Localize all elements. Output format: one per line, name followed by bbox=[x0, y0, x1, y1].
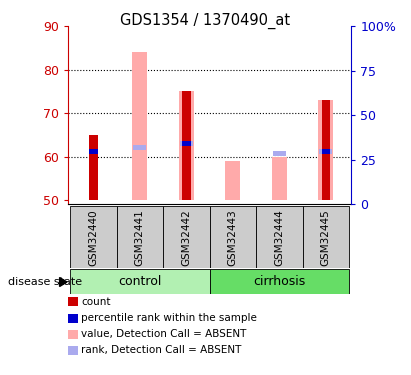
Bar bbox=[182, 92, 191, 200]
Bar bbox=[256, 206, 302, 268]
Bar bbox=[225, 161, 240, 200]
Text: GSM32440: GSM32440 bbox=[88, 209, 98, 266]
Bar bbox=[210, 269, 349, 294]
Bar bbox=[322, 149, 330, 154]
Bar bbox=[89, 149, 97, 154]
Bar bbox=[89, 135, 97, 200]
Bar bbox=[322, 100, 330, 200]
Bar bbox=[319, 149, 332, 154]
Text: GSM32442: GSM32442 bbox=[181, 209, 192, 266]
Text: GSM32441: GSM32441 bbox=[135, 209, 145, 266]
Bar bbox=[273, 150, 286, 156]
Text: GSM32445: GSM32445 bbox=[321, 209, 331, 266]
Bar bbox=[163, 206, 210, 268]
Bar bbox=[302, 206, 349, 268]
Bar bbox=[272, 157, 287, 200]
Polygon shape bbox=[60, 278, 67, 286]
Text: GSM32444: GSM32444 bbox=[275, 209, 284, 266]
Bar bbox=[182, 141, 191, 146]
Text: count: count bbox=[81, 297, 111, 307]
Text: control: control bbox=[118, 275, 162, 288]
Bar bbox=[180, 141, 193, 146]
Text: value, Detection Call = ABSENT: value, Detection Call = ABSENT bbox=[81, 329, 247, 339]
Text: cirrhosis: cirrhosis bbox=[253, 275, 305, 288]
Bar bbox=[133, 145, 146, 150]
Bar bbox=[70, 206, 117, 268]
Text: rank, Detection Call = ABSENT: rank, Detection Call = ABSENT bbox=[81, 345, 242, 355]
Text: GSM32443: GSM32443 bbox=[228, 209, 238, 266]
Bar bbox=[210, 206, 256, 268]
Bar bbox=[117, 206, 163, 268]
Bar bbox=[132, 53, 147, 200]
Bar bbox=[319, 100, 333, 200]
Bar bbox=[70, 269, 210, 294]
Bar bbox=[179, 92, 194, 200]
Text: GDS1354 / 1370490_at: GDS1354 / 1370490_at bbox=[120, 13, 291, 29]
Text: disease state: disease state bbox=[8, 277, 82, 287]
Text: percentile rank within the sample: percentile rank within the sample bbox=[81, 313, 257, 323]
